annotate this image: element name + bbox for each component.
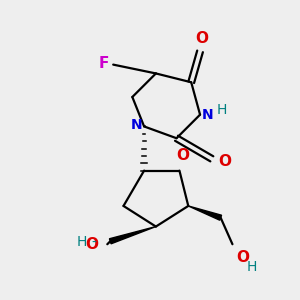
- Text: H: H: [247, 260, 257, 274]
- Text: O: O: [195, 31, 208, 46]
- Text: F: F: [98, 56, 109, 70]
- Text: O: O: [85, 237, 98, 252]
- Text: H: H: [216, 103, 226, 117]
- Text: -: -: [91, 236, 96, 250]
- Polygon shape: [110, 226, 156, 244]
- Text: N: N: [131, 118, 142, 132]
- Text: H: H: [76, 235, 87, 249]
- Polygon shape: [188, 206, 222, 220]
- Text: O: O: [176, 148, 190, 163]
- Text: O: O: [218, 154, 231, 169]
- Text: N: N: [202, 108, 213, 122]
- Text: O: O: [236, 250, 249, 265]
